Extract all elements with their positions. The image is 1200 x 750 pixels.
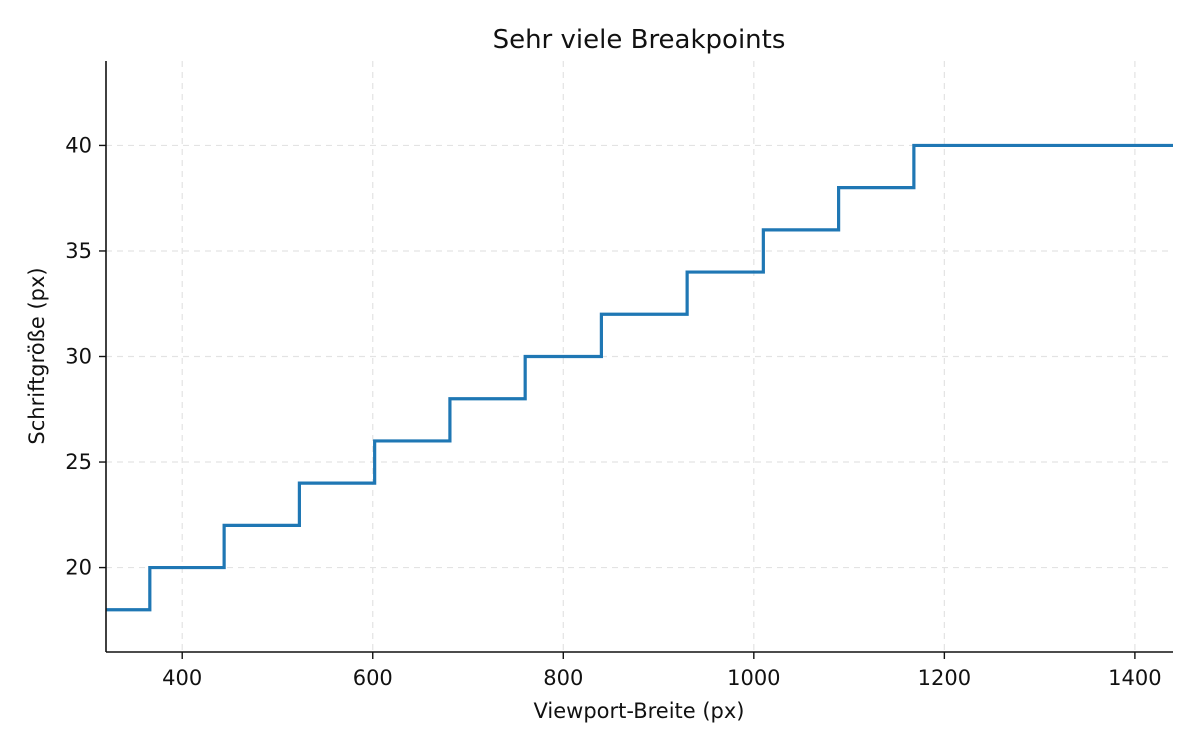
- x-tick-label: 400: [162, 666, 202, 690]
- x-tick-label: 600: [353, 666, 393, 690]
- y-axis-ticks: 20 25 30 35 40: [65, 133, 106, 580]
- y-axis-label: Schriftgröße (px): [25, 267, 49, 444]
- x-tick-label: 800: [543, 666, 583, 690]
- y-tick-label: 35: [65, 239, 92, 263]
- x-tick-label: 1400: [1108, 666, 1161, 690]
- y-tick-label: 20: [65, 556, 92, 580]
- chart-title: Sehr viele Breakpoints: [493, 25, 786, 55]
- y-tick-label: 40: [65, 133, 92, 157]
- grid: [106, 61, 1173, 652]
- y-tick-label: 30: [65, 345, 92, 369]
- x-axis-label: Viewport-Breite (px): [533, 699, 744, 723]
- y-tick-label: 25: [65, 450, 92, 474]
- x-tick-label: 1200: [918, 666, 971, 690]
- x-tick-label: 1000: [727, 666, 780, 690]
- series-line-0: [106, 143, 1173, 612]
- series-layer: [106, 143, 1173, 612]
- x-axis-ticks: 400 600 800 1000 1200 1400: [162, 652, 1162, 690]
